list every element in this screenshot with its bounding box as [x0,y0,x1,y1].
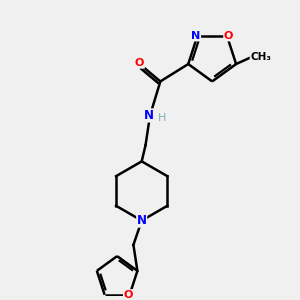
Text: O: O [135,58,144,68]
Text: N: N [137,214,147,227]
Text: O: O [224,31,233,41]
Text: CH₃: CH₃ [250,52,271,61]
Text: N: N [143,109,154,122]
Text: O: O [124,290,133,300]
Text: N: N [191,31,200,41]
Text: H: H [158,113,167,123]
